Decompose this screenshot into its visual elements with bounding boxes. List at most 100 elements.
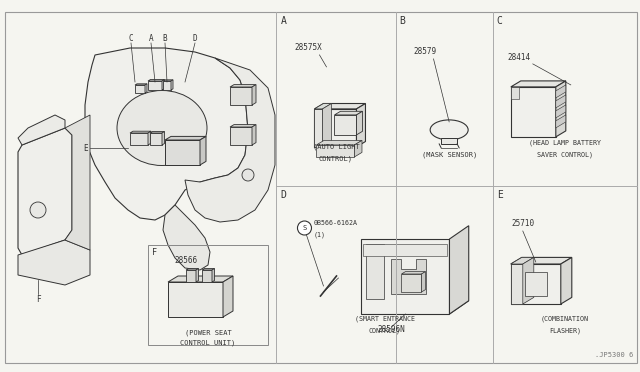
Polygon shape bbox=[130, 131, 151, 133]
Polygon shape bbox=[18, 128, 72, 255]
Text: (SMART ENTRANCE: (SMART ENTRANCE bbox=[355, 316, 415, 322]
Text: C: C bbox=[129, 33, 133, 42]
Polygon shape bbox=[314, 109, 356, 147]
Polygon shape bbox=[230, 127, 252, 145]
Polygon shape bbox=[401, 274, 422, 292]
Polygon shape bbox=[163, 205, 210, 270]
Polygon shape bbox=[85, 48, 248, 220]
Polygon shape bbox=[556, 85, 566, 98]
Bar bbox=[148, 245, 268, 345]
Polygon shape bbox=[202, 270, 212, 282]
Polygon shape bbox=[65, 115, 90, 250]
Bar bbox=[364, 244, 447, 256]
Text: 28566: 28566 bbox=[175, 256, 198, 265]
Polygon shape bbox=[196, 269, 198, 282]
Polygon shape bbox=[314, 109, 323, 147]
Text: CONTROL UNIT): CONTROL UNIT) bbox=[180, 340, 236, 346]
Polygon shape bbox=[162, 131, 164, 145]
Polygon shape bbox=[511, 257, 534, 264]
Polygon shape bbox=[422, 272, 426, 292]
Text: 0B566-6162A: 0B566-6162A bbox=[314, 220, 358, 226]
Polygon shape bbox=[148, 131, 151, 145]
Polygon shape bbox=[362, 301, 468, 314]
Polygon shape bbox=[556, 115, 566, 128]
Text: E: E bbox=[83, 144, 88, 153]
Text: B: B bbox=[399, 16, 405, 26]
Polygon shape bbox=[165, 137, 206, 140]
Polygon shape bbox=[523, 257, 534, 304]
Text: 28575X: 28575X bbox=[294, 43, 322, 52]
Ellipse shape bbox=[430, 120, 468, 140]
Polygon shape bbox=[230, 87, 252, 105]
Text: (HEAD LAMP BATTERY: (HEAD LAMP BATTERY bbox=[529, 139, 601, 145]
Bar bbox=[525, 272, 547, 296]
Text: (POWER SEAT: (POWER SEAT bbox=[184, 330, 232, 337]
Polygon shape bbox=[150, 131, 164, 133]
Text: SAVER CONTROL): SAVER CONTROL) bbox=[537, 151, 593, 157]
Polygon shape bbox=[185, 58, 275, 222]
Text: 28414: 28414 bbox=[508, 53, 531, 62]
Polygon shape bbox=[202, 269, 214, 270]
Polygon shape bbox=[18, 240, 90, 285]
Polygon shape bbox=[511, 264, 561, 304]
Polygon shape bbox=[212, 269, 214, 282]
Text: A: A bbox=[148, 33, 154, 42]
Polygon shape bbox=[168, 282, 223, 317]
Polygon shape bbox=[186, 270, 196, 282]
Polygon shape bbox=[186, 269, 198, 270]
Polygon shape bbox=[163, 80, 173, 81]
Circle shape bbox=[242, 169, 254, 181]
Polygon shape bbox=[323, 103, 332, 147]
Polygon shape bbox=[511, 264, 523, 304]
Polygon shape bbox=[561, 257, 572, 304]
Polygon shape bbox=[392, 259, 426, 294]
Text: (COMBINATION: (COMBINATION bbox=[541, 316, 589, 322]
Text: D: D bbox=[280, 190, 286, 200]
Text: F: F bbox=[152, 248, 157, 257]
Polygon shape bbox=[362, 239, 449, 314]
Polygon shape bbox=[230, 84, 256, 87]
Polygon shape bbox=[135, 85, 145, 93]
Text: CONTROL): CONTROL) bbox=[319, 155, 353, 161]
Polygon shape bbox=[356, 103, 365, 147]
Polygon shape bbox=[130, 133, 148, 145]
Polygon shape bbox=[511, 87, 556, 137]
Polygon shape bbox=[168, 276, 233, 282]
Text: 25710: 25710 bbox=[511, 219, 534, 228]
Polygon shape bbox=[200, 137, 206, 165]
Text: (AUTO LIGHT: (AUTO LIGHT bbox=[312, 143, 360, 150]
Text: E: E bbox=[497, 190, 502, 200]
Polygon shape bbox=[252, 84, 256, 105]
Text: (1): (1) bbox=[314, 231, 326, 237]
Polygon shape bbox=[171, 80, 173, 90]
Polygon shape bbox=[441, 138, 457, 144]
Text: 28596N: 28596N bbox=[378, 325, 405, 334]
Polygon shape bbox=[335, 115, 356, 135]
Bar bbox=[367, 244, 385, 299]
Polygon shape bbox=[18, 115, 65, 145]
Polygon shape bbox=[556, 105, 566, 118]
Text: FLASHER): FLASHER) bbox=[548, 328, 580, 334]
Polygon shape bbox=[356, 111, 362, 135]
Text: B: B bbox=[163, 33, 167, 42]
Text: F: F bbox=[36, 295, 40, 305]
Polygon shape bbox=[148, 81, 162, 90]
Text: CONTROL): CONTROL) bbox=[369, 328, 401, 334]
Circle shape bbox=[298, 221, 312, 235]
Polygon shape bbox=[511, 87, 519, 99]
Polygon shape bbox=[252, 125, 256, 145]
Polygon shape bbox=[355, 140, 362, 157]
Polygon shape bbox=[314, 103, 365, 109]
Polygon shape bbox=[335, 111, 362, 115]
Polygon shape bbox=[316, 140, 362, 145]
Polygon shape bbox=[148, 80, 164, 81]
Polygon shape bbox=[162, 80, 164, 90]
Ellipse shape bbox=[117, 90, 207, 166]
Polygon shape bbox=[449, 226, 468, 314]
Polygon shape bbox=[135, 84, 147, 85]
Circle shape bbox=[30, 202, 46, 218]
Polygon shape bbox=[150, 133, 162, 145]
Polygon shape bbox=[556, 95, 566, 108]
Text: D: D bbox=[193, 33, 197, 42]
Polygon shape bbox=[316, 145, 355, 157]
